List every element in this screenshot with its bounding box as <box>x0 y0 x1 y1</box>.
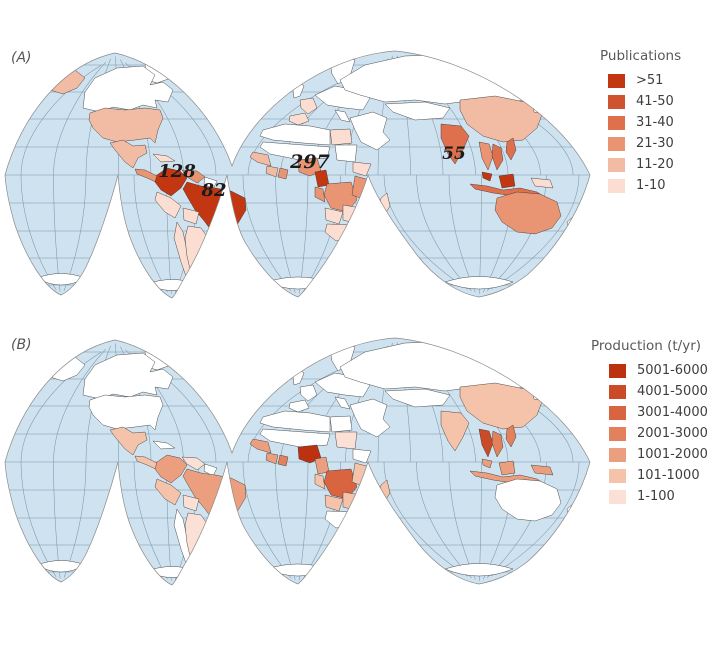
legend-swatch <box>609 384 626 399</box>
legend-production: Production (t/yr) 5001-6000 4001-5000 3001… <box>591 338 708 507</box>
legend-item: 1-100 <box>591 486 708 507</box>
map-panel-b <box>5 338 590 585</box>
legend-swatch <box>609 468 626 483</box>
legend-item: 1001-2000 <box>591 444 708 465</box>
legend-item: 2001-3000 <box>591 423 708 444</box>
legend-swatch <box>609 489 626 504</box>
legend-swatch <box>608 94 625 109</box>
legend-item: 1-10 <box>600 175 681 196</box>
legend-a-title: Publications <box>600 48 682 64</box>
legend-swatch <box>608 157 625 172</box>
legend-item: 31-40 <box>600 112 681 133</box>
country-count-annotation: 128 <box>158 161 196 182</box>
country-count-annotation: 297 <box>289 151 330 173</box>
legend-item-label: 3001-4000 <box>637 405 708 420</box>
legend-b-rows: 5001-6000 4001-5000 3001-4000 2001-3000 1001… <box>591 360 708 507</box>
legend-item: >51 <box>600 70 681 91</box>
panel-a-label: (A) <box>11 50 32 66</box>
legend-item-label: 11-20 <box>636 157 674 172</box>
legend-publications: Publications >51 41-50 31-40 21-30 11-20 1-10 <box>600 48 681 196</box>
panel-b-label: (B) <box>11 337 32 353</box>
legend-swatch <box>609 447 626 462</box>
legend-item-label: 101-1000 <box>637 468 700 483</box>
legend-item: 3001-4000 <box>591 402 708 423</box>
country-count-annotation: 55 <box>442 144 466 164</box>
legend-swatch <box>609 426 626 441</box>
legend-item-label: 4001-5000 <box>637 384 708 399</box>
legend-item-label: 1001-2000 <box>637 447 708 462</box>
legend-item: 4001-5000 <box>591 381 708 402</box>
legend-item-label: 5001-6000 <box>637 363 708 378</box>
legend-swatch <box>608 178 625 193</box>
legend-item-label: >51 <box>636 73 664 88</box>
legend-b-title: Production (t/yr) <box>591 338 702 354</box>
legend-swatch <box>608 115 625 130</box>
legend-item-label: 1-100 <box>637 489 675 504</box>
country-count-annotation: 82 <box>200 180 226 201</box>
legend-item-label: 21-30 <box>636 136 674 151</box>
legend-item: 101-1000 <box>591 465 708 486</box>
legend-swatch <box>609 405 626 420</box>
legend-swatch <box>609 363 626 378</box>
legend-a-rows: >51 41-50 31-40 21-30 11-20 1-10 <box>600 70 681 196</box>
legend-swatch <box>608 136 625 151</box>
legend-item-label: 31-40 <box>636 115 674 130</box>
legend-item-label: 1-10 <box>636 178 666 193</box>
legend-item: 21-30 <box>600 133 681 154</box>
legend-item-label: 41-50 <box>636 94 674 109</box>
legend-item-label: 2001-3000 <box>637 426 708 441</box>
legend-swatch <box>608 73 625 88</box>
legend-item: 5001-6000 <box>591 360 708 381</box>
legend-item: 41-50 <box>600 91 681 112</box>
legend-item: 11-20 <box>600 154 681 175</box>
map-panel-a <box>5 51 590 298</box>
